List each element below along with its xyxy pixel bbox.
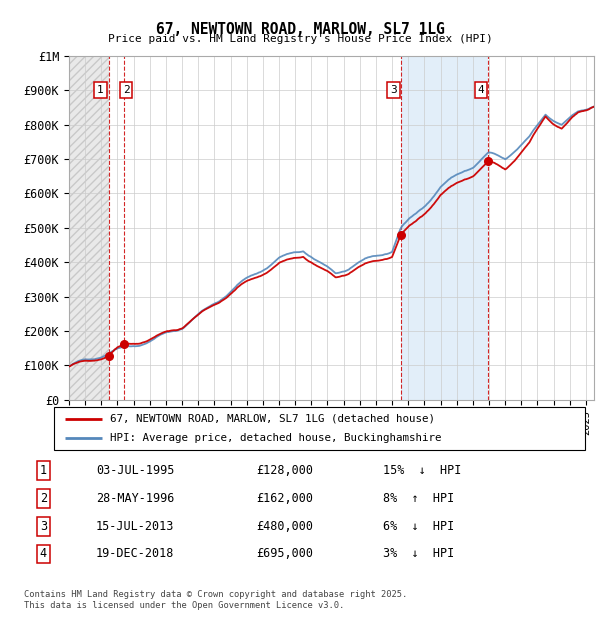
Text: 28-MAY-1996: 28-MAY-1996: [96, 492, 174, 505]
Text: 2: 2: [123, 85, 130, 95]
Text: 8%  ↑  HPI: 8% ↑ HPI: [383, 492, 454, 505]
Text: Price paid vs. HM Land Registry's House Price Index (HPI): Price paid vs. HM Land Registry's House …: [107, 34, 493, 44]
Text: 2: 2: [40, 492, 47, 505]
Text: 4: 4: [478, 85, 484, 95]
FancyBboxPatch shape: [54, 407, 585, 450]
Text: 6%  ↓  HPI: 6% ↓ HPI: [383, 520, 454, 533]
Bar: [401, 56, 488, 400]
Bar: [69, 56, 109, 400]
Text: 3%  ↓  HPI: 3% ↓ HPI: [383, 547, 454, 560]
Text: 15%  ↓  HPI: 15% ↓ HPI: [383, 464, 461, 477]
Text: £695,000: £695,000: [256, 547, 313, 560]
Text: 15-JUL-2013: 15-JUL-2013: [96, 520, 174, 533]
Text: 3: 3: [390, 85, 397, 95]
Text: 19-DEC-2018: 19-DEC-2018: [96, 547, 174, 560]
Text: 4: 4: [40, 547, 47, 560]
Text: HPI: Average price, detached house, Buckinghamshire: HPI: Average price, detached house, Buck…: [110, 433, 441, 443]
Text: £480,000: £480,000: [256, 520, 313, 533]
Text: £162,000: £162,000: [256, 492, 313, 505]
Text: 67, NEWTOWN ROAD, MARLOW, SL7 1LG (detached house): 67, NEWTOWN ROAD, MARLOW, SL7 1LG (detac…: [110, 414, 435, 423]
Text: 03-JUL-1995: 03-JUL-1995: [96, 464, 174, 477]
Text: 67, NEWTOWN ROAD, MARLOW, SL7 1LG: 67, NEWTOWN ROAD, MARLOW, SL7 1LG: [155, 22, 445, 37]
Text: Contains HM Land Registry data © Crown copyright and database right 2025.
This d: Contains HM Land Registry data © Crown c…: [24, 590, 407, 609]
Text: 3: 3: [40, 520, 47, 533]
Text: 1: 1: [40, 464, 47, 477]
Text: £128,000: £128,000: [256, 464, 313, 477]
Text: 1: 1: [97, 85, 104, 95]
